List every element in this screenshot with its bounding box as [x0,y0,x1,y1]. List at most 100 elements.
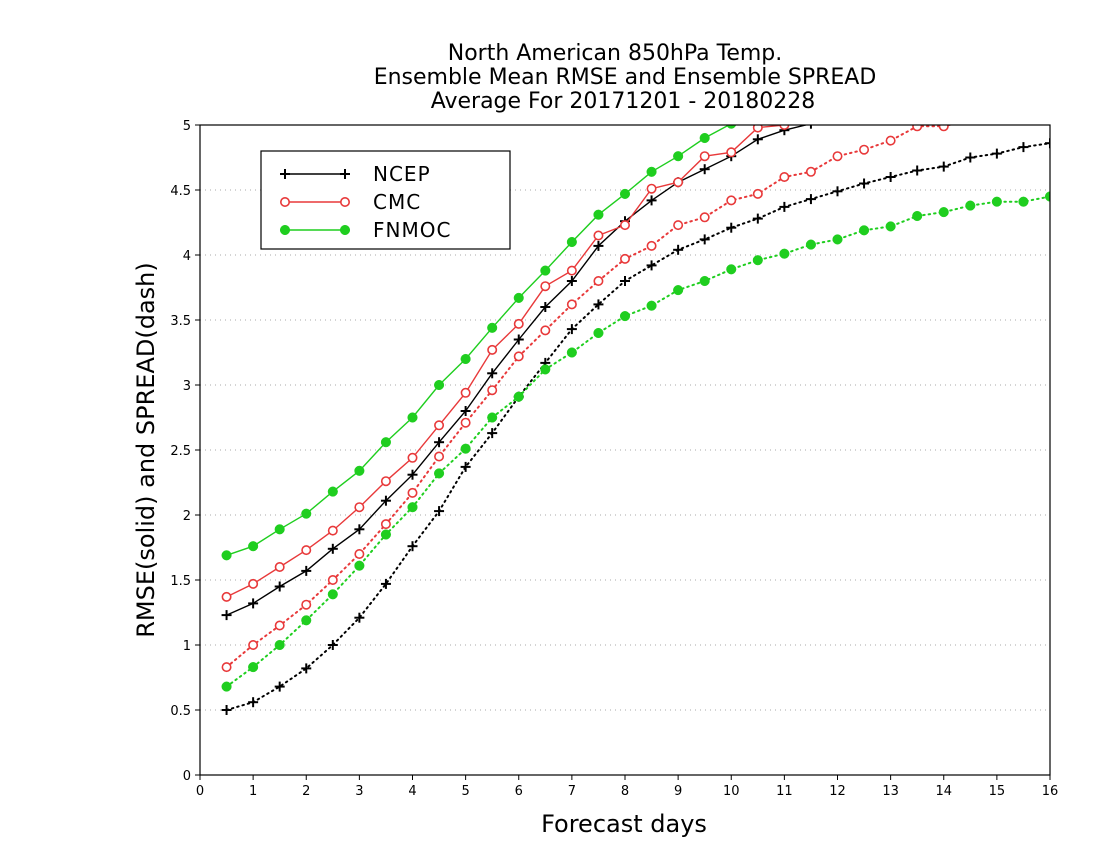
data-point [699,234,710,245]
data-point [966,83,976,93]
data-point [1019,88,1027,96]
legend-item-cmc: CMC [279,190,421,214]
data-point [380,519,391,530]
data-point [487,412,498,423]
data-point [833,99,843,109]
data-point [513,318,524,329]
data-point [673,244,684,255]
data-point [566,265,577,276]
series-line [225,142,1050,711]
data-point [885,172,896,182]
data-point [460,443,471,454]
data-point [380,476,391,487]
data-point [673,285,684,296]
data-point [620,276,630,286]
data-point [354,612,365,623]
data-point [859,178,870,189]
x-tick-label: 16 [1042,784,1059,799]
data-point [1019,77,1029,87]
y-tick-label: 2.5 [170,444,191,459]
data-point [380,578,391,589]
legend-marker-end [339,224,351,236]
chart-title: North American 850hPa Temp. Ensemble Mea… [374,41,877,114]
data-point [832,186,843,197]
data-point [380,529,391,540]
data-point [354,560,365,571]
data-point [460,353,471,365]
legend-item-fnmoc: FNMOC [279,218,451,242]
legend-label: FNMOC [373,218,451,242]
data-point [1046,86,1054,94]
data-point [699,151,710,162]
data-point [221,662,232,673]
data-point [540,302,551,312]
data-point [1018,142,1029,153]
y-tick-label: 0 [183,769,191,784]
data-point [248,578,259,589]
x-tick-label: 0 [196,784,204,799]
series-ncep-spread [221,138,1050,715]
data-point [646,260,657,271]
x-tick-label: 4 [408,784,416,799]
data-point [407,452,418,463]
data-point [859,96,869,106]
data-point [673,151,684,162]
data-point [248,598,259,609]
data-point [221,681,232,692]
data-point [354,524,365,535]
data-point [248,541,259,552]
data-point [593,209,604,220]
series-fnmoc-rmse [221,77,1029,561]
data-point [965,94,975,104]
x-tick-label: 10 [723,784,740,799]
data-point [301,663,312,674]
data-point [301,545,312,556]
x-tick-label: 2 [302,784,310,799]
series-line [226,125,789,598]
data-point [752,125,763,133]
data-point [248,697,259,708]
series-cmc-rmse [221,86,1054,602]
data-point [779,201,790,212]
data-point [991,148,1002,159]
data-point [593,327,604,339]
grid-layer [200,189,1050,711]
data-point [274,581,285,592]
x-tick-label: 1 [249,784,257,799]
data-point [354,548,365,559]
data-point [301,508,312,519]
x-tick-label: 6 [515,784,523,799]
data-point [965,152,976,163]
y-tick-label: 3.5 [170,314,191,329]
data-point [726,222,737,233]
data-point [779,172,790,183]
data-point [938,125,949,132]
data-point [860,108,868,116]
data-point [938,207,949,218]
x-tick-label: 11 [776,784,793,799]
data-point [912,125,923,132]
data-point [939,85,949,95]
data-point [809,125,812,129]
data-point [1018,196,1029,207]
series-line [225,195,1050,688]
data-point [1045,85,1055,95]
data-point [540,281,551,292]
data-point [327,589,338,600]
data-point [434,506,445,517]
series-line [225,125,954,669]
data-point [593,230,604,241]
data-point [673,177,684,188]
legend-box [260,150,511,250]
x-tick-label: 13 [882,784,899,799]
data-point [805,194,816,205]
data-point [487,344,498,355]
data-point [354,465,365,476]
data-point [327,640,338,650]
data-point [274,561,285,572]
data-point [699,132,710,144]
series-line [226,125,809,616]
legend-label: CMC [373,190,421,214]
x-tick-label: 8 [621,784,629,799]
data-point [248,639,259,650]
